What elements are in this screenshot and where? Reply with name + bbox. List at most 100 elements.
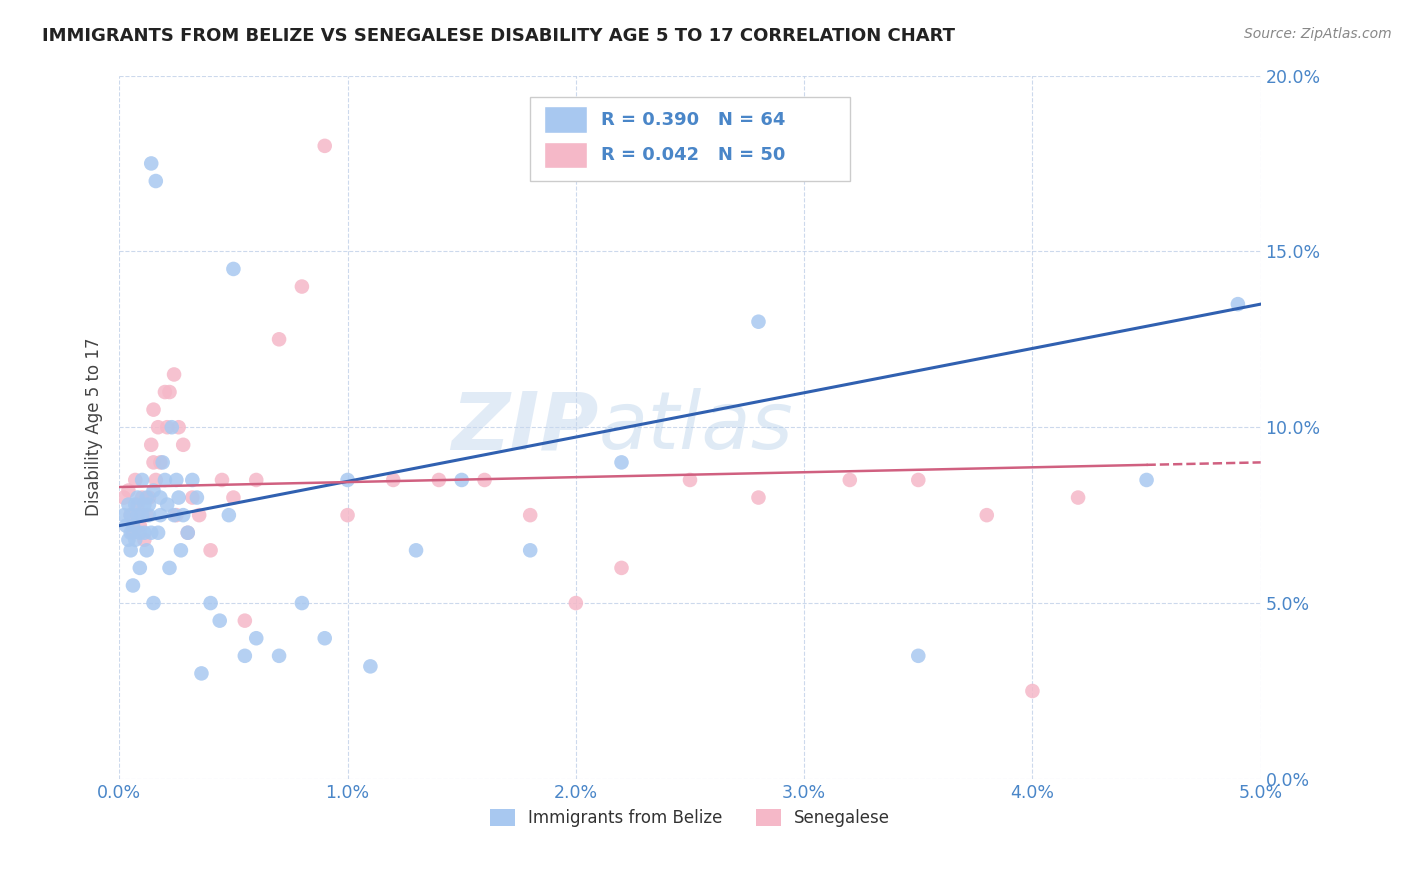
Point <box>149 508 172 523</box>
Point <box>427 473 450 487</box>
Point <box>200 543 222 558</box>
Point <box>188 508 211 523</box>
Point <box>200 596 222 610</box>
Point <box>138 508 160 523</box>
Point <box>208 614 231 628</box>
Point <box>145 174 167 188</box>
Point <box>141 438 163 452</box>
Point <box>112 508 135 523</box>
Point <box>907 473 929 487</box>
Point <box>124 498 146 512</box>
Point <box>135 543 157 558</box>
Text: Source: ZipAtlas.com: Source: ZipAtlas.com <box>1244 27 1392 41</box>
Point <box>159 561 181 575</box>
Point <box>1135 473 1157 487</box>
Point <box>177 525 200 540</box>
Point <box>177 525 200 540</box>
Point <box>122 525 145 540</box>
FancyBboxPatch shape <box>544 142 588 169</box>
Point <box>153 385 176 400</box>
Point <box>127 498 149 512</box>
Point <box>122 578 145 592</box>
Point <box>267 332 290 346</box>
Point <box>131 508 153 523</box>
Point <box>336 508 359 523</box>
Text: R = 0.390   N = 64: R = 0.390 N = 64 <box>600 111 786 128</box>
Point <box>159 385 181 400</box>
Point <box>1021 684 1043 698</box>
Point <box>167 420 190 434</box>
Point <box>128 518 150 533</box>
Point <box>117 483 139 498</box>
FancyBboxPatch shape <box>530 96 849 181</box>
Point <box>190 666 212 681</box>
Point <box>838 473 860 487</box>
Point <box>138 491 160 505</box>
Point <box>267 648 290 663</box>
Point <box>153 473 176 487</box>
Text: atlas: atlas <box>599 388 793 467</box>
Text: IMMIGRANTS FROM BELIZE VS SENEGALESE DISABILITY AGE 5 TO 17 CORRELATION CHART: IMMIGRANTS FROM BELIZE VS SENEGALESE DIS… <box>42 27 955 45</box>
Point <box>134 498 156 512</box>
Point <box>142 596 165 610</box>
Point <box>156 420 179 434</box>
Point <box>314 632 336 646</box>
Point <box>142 402 165 417</box>
Point <box>291 596 314 610</box>
Point <box>610 455 633 469</box>
Point <box>120 508 142 523</box>
Point <box>152 455 174 469</box>
Point <box>141 525 163 540</box>
Point <box>128 561 150 575</box>
Point <box>163 508 186 523</box>
Point <box>146 525 169 540</box>
Point <box>131 473 153 487</box>
Point <box>976 508 998 523</box>
Point <box>131 508 153 523</box>
Point <box>134 533 156 547</box>
Point <box>149 491 172 505</box>
Point <box>233 614 256 628</box>
Point <box>141 156 163 170</box>
Point <box>127 508 149 523</box>
Point <box>156 498 179 512</box>
Point <box>747 315 769 329</box>
Point <box>610 561 633 575</box>
Point <box>450 473 472 487</box>
Point <box>120 543 142 558</box>
Point <box>222 491 245 505</box>
Point <box>747 491 769 505</box>
Point <box>165 508 187 523</box>
Point <box>245 632 267 646</box>
Point <box>112 491 135 505</box>
Point <box>117 498 139 512</box>
Point <box>233 648 256 663</box>
Point <box>135 491 157 505</box>
Point <box>1067 491 1090 505</box>
Point <box>181 491 204 505</box>
Point <box>124 533 146 547</box>
Point <box>120 525 142 540</box>
Point <box>122 518 145 533</box>
Point <box>291 279 314 293</box>
Point <box>679 473 702 487</box>
Point <box>336 473 359 487</box>
Point <box>124 473 146 487</box>
Point <box>245 473 267 487</box>
Point <box>382 473 405 487</box>
Text: ZIP: ZIP <box>451 388 599 467</box>
Point <box>222 262 245 277</box>
Point <box>145 473 167 487</box>
Y-axis label: Disability Age 5 to 17: Disability Age 5 to 17 <box>86 338 103 516</box>
Point <box>359 659 381 673</box>
Point <box>149 455 172 469</box>
Point <box>142 483 165 498</box>
Point <box>474 473 496 487</box>
Point <box>128 525 150 540</box>
Point <box>186 491 208 505</box>
Text: R = 0.042   N = 50: R = 0.042 N = 50 <box>600 146 786 164</box>
Point <box>218 508 240 523</box>
Point <box>160 420 183 434</box>
Point <box>405 543 427 558</box>
Point <box>127 491 149 505</box>
